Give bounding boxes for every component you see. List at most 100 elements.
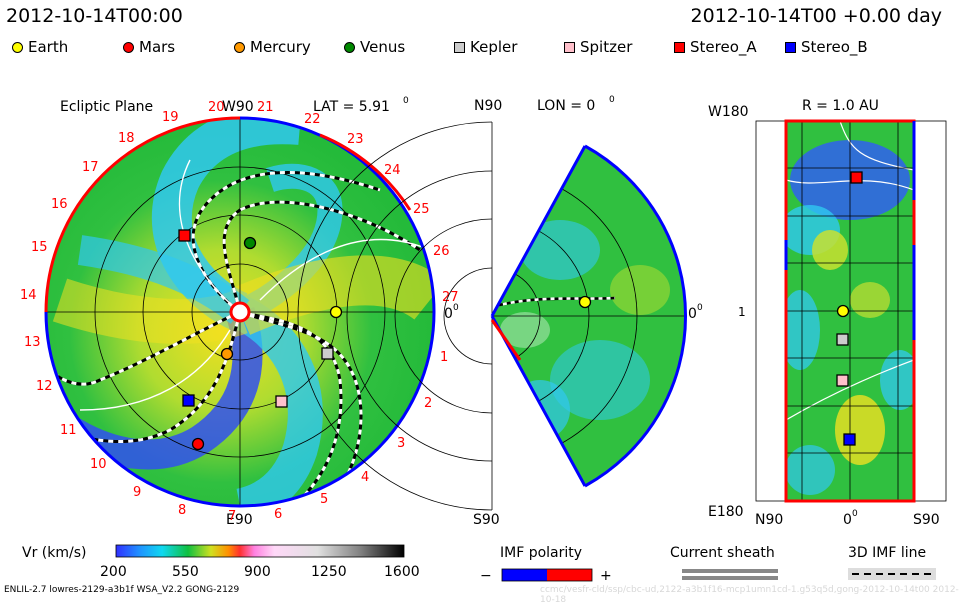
carrington-tick-4: 4 [361,470,369,485]
map-n90-label: N90 [755,512,783,528]
carrington-tick-9: 9 [133,485,141,500]
colorbar: Vr (km/s) 200 550 900 1250 1600 [22,544,420,580]
footer-run-info: ccmc/vesfr-cld/ssp/cbc-ud,2122-a3b1f16-m… [540,585,959,605]
meridional-0deg-label: 0 [688,306,697,322]
carrington-tick-7: 7 [228,509,236,524]
map-panel: R = 1.0 AU W180 E180 1 N90 0 0 S90 [708,98,947,528]
venus-marker-icon [344,41,355,53]
carrington-tick-14: 14 [20,288,37,303]
legend-label-kepler: Kepler [470,38,518,56]
carrington-tick-12: 12 [36,379,53,394]
colorbar-tick-1600: 1600 [384,564,420,580]
kepler-marker-map [836,333,849,346]
legend-label-mercury: Mercury [250,38,311,56]
carrington-tick-10: 10 [90,457,107,472]
imf-polarity-key: IMF polarity − + [480,545,612,584]
meridional-0deg-sup: 0 [697,303,703,313]
mercury-marker-ecliptic [220,347,234,361]
ecliptic-panel: Ecliptic Plane W90 LAT = 5.91 0 E90 0 0 … [20,96,459,528]
carrington-tick-2: 2 [424,396,432,411]
legend-item-kepler: Kepler [454,38,517,56]
carrington-tick-11: 11 [60,423,77,438]
carrington-tick-19: 19 [162,110,179,125]
imf-polarity-title: IMF polarity [500,545,582,561]
carrington-ticks: 1 2 3 4 5 6 7 8 9 10 11 12 13 14 15 16 1… [20,100,459,524]
meridional-s90-label: S90 [473,512,500,528]
mars-marker-icon [123,41,134,53]
earth-marker-meridional [578,295,592,309]
meridional-panel: N90 LON = 0 0 S90 0 0 [297,95,703,528]
carrington-tick-8: 8 [178,503,186,518]
earth-marker-icon [12,41,23,53]
legend-item-venus: Venus [344,38,405,56]
carrington-tick-26: 26 [433,244,450,259]
venus-marker-ecliptic [243,236,257,250]
carrington-tick-13: 13 [24,335,41,350]
kepler-marker-ecliptic [321,347,334,360]
ecliptic-lat-label: LAT = 5.91 [313,99,390,115]
carrington-tick-16: 16 [51,197,68,212]
earth-marker-map [836,304,850,318]
legend-label-stereo-a: Stereo_A [690,38,757,56]
legend-item-mars: Mars [123,38,175,56]
carrington-tick-23: 23 [347,132,364,147]
sun-marker [229,301,251,323]
map-0deg-sup: 0 [852,509,858,519]
footer-model-info: ENLIL-2.7 lowres-2129-a3b1f WSA_V2.2 GON… [4,585,240,595]
stereo-a-marker-ecliptic [178,229,191,242]
stereo-b-marker-map [843,433,856,446]
colorbar-tick-200: 200 [100,564,127,580]
meridional-n90-label: N90 [474,98,502,114]
meridional-lon-sup: 0 [609,95,615,105]
map-title: R = 1.0 AU [802,98,879,114]
carrington-tick-18: 18 [118,131,135,146]
legend-item-earth: Earth [12,38,68,56]
legend-item-stereo-b: Stereo_B [785,38,868,56]
legend-item-spitzer: Spitzer [564,38,632,56]
imf-line-title: 3D IMF line [848,545,926,561]
map-e180-label: E180 [708,504,744,520]
mars-marker-ecliptic [191,437,205,451]
ecliptic-lat-sup: 0 [403,96,409,106]
current-sheath-key: Current sheath [670,545,778,580]
map-mid-label: 1 [738,305,746,319]
legend-label-stereo-b: Stereo_B [801,38,868,56]
ecliptic-0deg-sup: 0 [453,303,459,313]
colorbar-tick-550: 550 [172,564,199,580]
legend-label-earth: Earth [28,38,69,56]
legend-label-spitzer: Spitzer [580,38,633,56]
spitzer-marker-map [836,374,849,387]
map-0deg-label: 0 [843,512,852,528]
timestamp-left: 2012-10-14T00:00 [6,5,183,27]
spitzer-marker-ecliptic [275,395,288,408]
meridional-lon-label: LON = 0 [537,98,595,114]
stereo-b-marker-ecliptic [182,394,195,407]
earth-marker-ecliptic [329,305,343,319]
carrington-tick-3: 3 [397,436,405,451]
carrington-tick-21: 21 [257,100,274,115]
legend-item-mercury: Mercury [234,38,311,56]
carrington-tick-22: 22 [304,112,321,127]
colorbar-tick-1250: 1250 [311,564,347,580]
spitzer-marker-icon [564,41,575,53]
body-legend: Earth Mars Mercury Venus Kepler Spitzer … [10,38,950,58]
mercury-marker-icon [234,41,245,53]
colorbar-tick-900: 900 [244,564,271,580]
stereo-a-marker-icon [674,41,685,53]
legend-label-venus: Venus [360,38,406,56]
imf-polarity-minus: − [480,568,492,584]
carrington-tick-17: 17 [82,160,99,175]
current-sheath-title: Current sheath [670,545,775,561]
map-s90-label: S90 [913,512,940,528]
kepler-marker-icon [454,41,465,53]
colorbar-label: Vr (km/s) [22,545,86,561]
ecliptic-w90-label: W90 [222,99,254,115]
imf-polarity-plus: + [600,568,612,584]
carrington-tick-25: 25 [413,202,430,217]
timestamp-right: 2012-10-14T00 +0.00 day [690,5,942,27]
legend-item-stereo-a: Stereo_A [674,38,757,56]
ecliptic-e90-label: E90 [226,512,253,528]
carrington-tick-5: 5 [320,492,328,507]
map-w180-label: W180 [708,104,749,120]
